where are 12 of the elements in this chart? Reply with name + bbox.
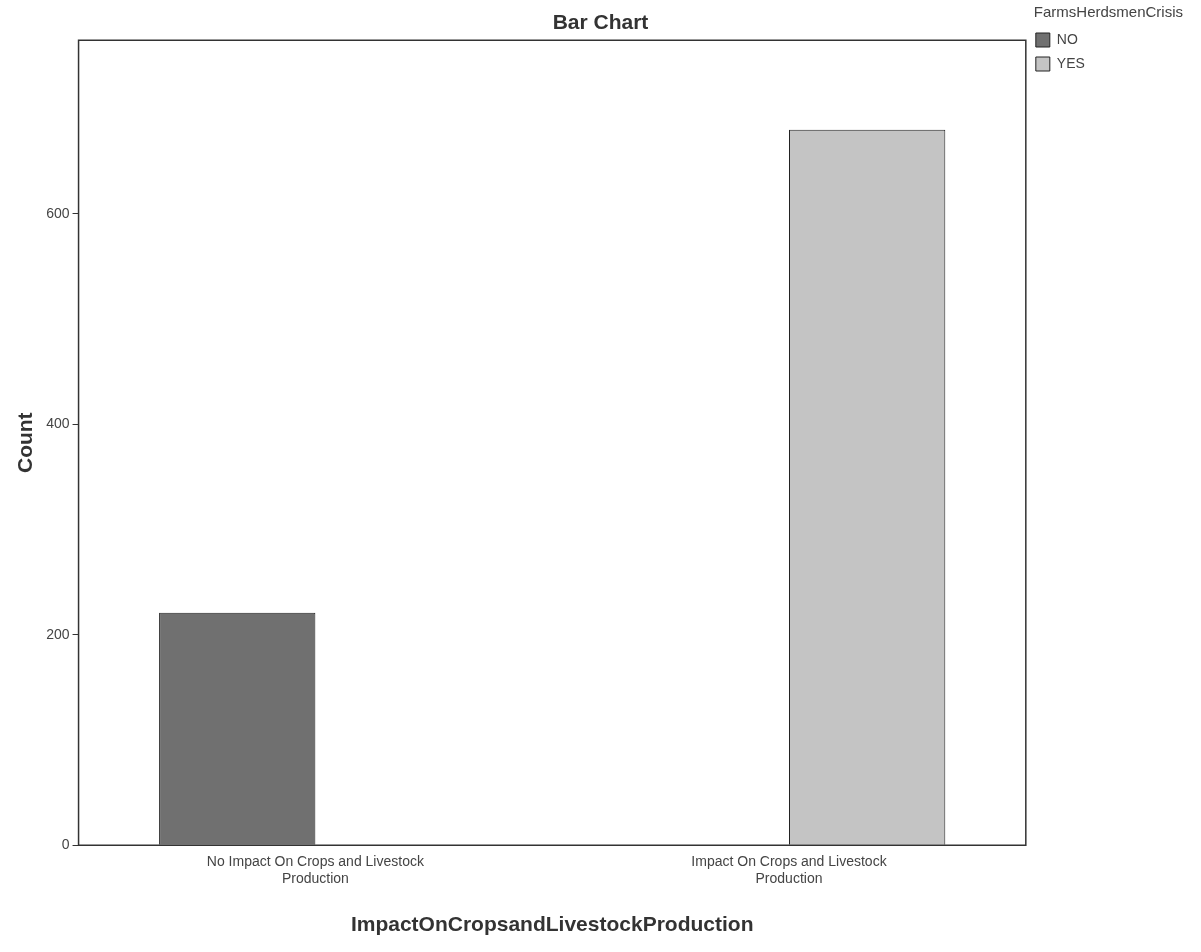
- legend-title: FarmsHerdsmenCrisis: [1033, 2, 1183, 20]
- y-tick-label: 0: [61, 836, 70, 853]
- legend-label: YES: [1056, 54, 1085, 71]
- chart-title: Bar Chart: [552, 10, 649, 34]
- x-tick-label: Impact On Crops and Livestock Production: [691, 853, 888, 887]
- x-tick-label: No Impact On Crops and Livestock Production: [206, 853, 425, 887]
- y-tick-label: 600: [46, 204, 70, 221]
- x-axis-title: ImpactOnCropsandLivestockProduction: [350, 912, 754, 936]
- y-tick-label: 200: [46, 625, 70, 642]
- y-tick-label: 400: [46, 415, 70, 432]
- y-axis-title: Count: [13, 412, 37, 474]
- legend-label: NO: [1056, 30, 1078, 47]
